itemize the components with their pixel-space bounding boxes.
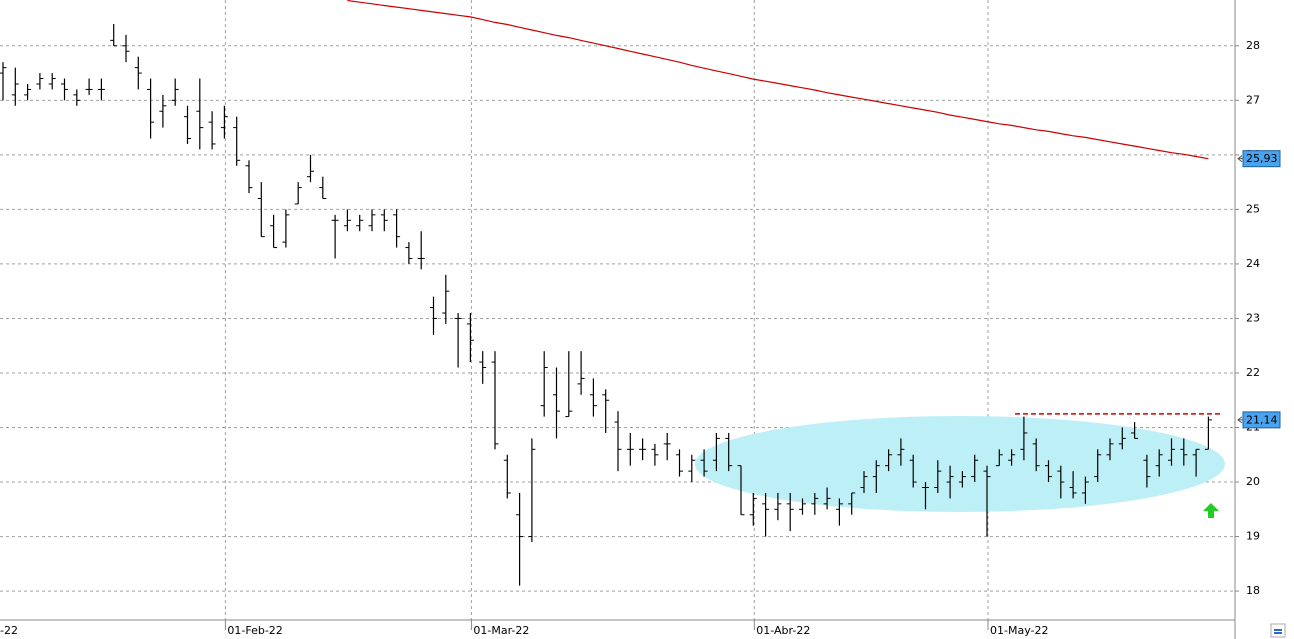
y-tick-label: 19 xyxy=(1246,530,1260,543)
y-tick-label: 23 xyxy=(1246,311,1260,324)
moving-average-line xyxy=(347,0,1209,160)
plot-area xyxy=(0,0,1222,586)
y-tick-label: 20 xyxy=(1246,475,1260,488)
up-arrow xyxy=(1203,503,1219,518)
x-tick-label: 01-May-22 xyxy=(990,624,1048,637)
y-tick-label: 27 xyxy=(1246,93,1260,106)
axes: 181920212223242526272801-Feb-2201-Mar-22… xyxy=(0,39,1281,637)
y-tick-label: 25 xyxy=(1246,202,1260,215)
y-tick-label: 18 xyxy=(1246,584,1260,597)
y-tick-label: 22 xyxy=(1246,366,1260,379)
grid xyxy=(0,0,1235,620)
price-tag xyxy=(1242,150,1281,168)
price-tag-label: 25,93 xyxy=(1246,152,1278,165)
x-tick-label-clipped: -22 xyxy=(0,624,18,637)
y-tick-label: 28 xyxy=(1246,39,1260,52)
y-tick-label: 24 xyxy=(1246,257,1260,270)
price-tag-label: 21,14 xyxy=(1246,413,1278,426)
x-tick-label: 01-Abr-22 xyxy=(756,624,810,637)
highlight-ellipse xyxy=(695,416,1225,512)
price-tag xyxy=(1242,411,1281,429)
x-tick-label: 01-Mar-22 xyxy=(473,624,529,637)
x-tick-label: 01-Feb-22 xyxy=(227,624,282,637)
corner-icon-lines xyxy=(1274,629,1282,634)
